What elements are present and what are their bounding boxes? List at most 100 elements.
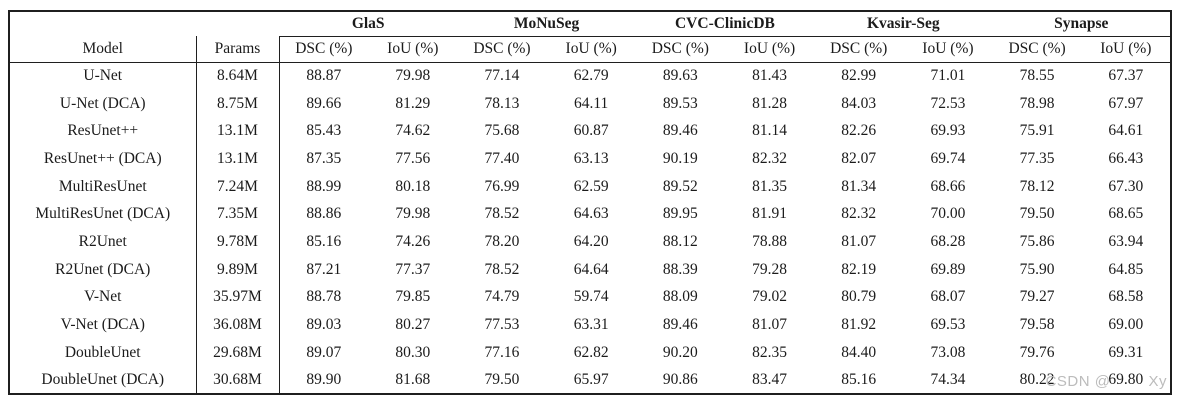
model-cell: R2Unet (DCA) (9, 255, 197, 284)
model-cell: MultiResUnet (9, 172, 197, 201)
metric-cell: 90.86 (662, 370, 698, 388)
col-header-dsc: DSC (%) (279, 36, 369, 63)
metric-cell: 82.99 (841, 67, 877, 85)
col-header-dsc: DSC (%) (992, 36, 1082, 63)
metric-cell: 69.74 (930, 149, 966, 167)
metric-cell: 79.02 (752, 288, 787, 306)
metric-cell: 77.14 (484, 67, 520, 85)
metric-cell: 81.34 (841, 177, 877, 195)
table-row: V-Net (DCA) 36.08M 89.03 80.27 77.53 63.31 89.… (9, 311, 1171, 339)
col-header-iou: IoU (%) (903, 36, 993, 63)
metric-cell: 81.29 (395, 94, 431, 112)
metric-cell: 80.79 (841, 288, 877, 306)
metric-cell: 81.28 (752, 94, 787, 112)
metric-cell: 85.16 (841, 370, 877, 388)
metric-cell: 78.20 (484, 232, 520, 250)
column-header-row: Model Params DSC (%) IoU (%) DSC (%) IoU (%) D… (9, 36, 1171, 63)
metric-cell: 89.03 (306, 316, 342, 334)
metric-cell: 89.07 (306, 343, 342, 361)
params-cell: 13.1M (196, 145, 280, 173)
metric-cell: 81.68 (395, 370, 431, 388)
params-cell: 36.08M (196, 311, 280, 339)
table-body: U-Net 8.64M 88.87 79.98 77.14 62.79 89.63 81.43… (9, 62, 1171, 395)
metric-cell: 81.07 (841, 232, 877, 250)
metric-cell: 77.56 (395, 149, 431, 167)
metric-cell: 88.86 (306, 205, 342, 223)
metric-cell: 88.12 (662, 232, 698, 250)
table-row: U-Net 8.64M 88.87 79.98 77.14 62.79 89.63 81.43… (9, 62, 1171, 90)
col-header-params: Params (196, 36, 280, 63)
model-cell: MultiResUnet (DCA) (9, 200, 197, 229)
model-cell: U-Net (9, 62, 197, 90)
metric-cell: 88.78 (306, 288, 342, 306)
metric-cell: 78.13 (484, 94, 520, 112)
metric-cell: 67.30 (1108, 177, 1144, 195)
metric-cell: 69.80 (1108, 370, 1144, 388)
table-row: R2Unet (DCA) 9.89M 87.21 77.37 78.52 64.64 88.… (9, 255, 1171, 284)
metric-cell: 70.00 (930, 205, 966, 223)
metric-cell: 88.39 (662, 260, 698, 278)
table-row: ResUnet++ (DCA) 13.1M 87.35 77.56 77.40 63.13… (9, 145, 1171, 173)
metric-cell: 78.55 (1019, 67, 1055, 85)
metric-cell: 78.52 (484, 260, 520, 278)
metric-cell: 68.58 (1108, 288, 1144, 306)
metric-cell: 74.34 (930, 370, 966, 388)
metric-cell: 64.11 (574, 94, 609, 112)
metric-cell: 68.07 (930, 288, 966, 306)
col-header-iou: IoU (%) (1081, 36, 1171, 63)
metric-cell: 87.35 (306, 149, 342, 167)
table-row: R2Unet 9.78M 85.16 74.26 78.20 64.20 88.12 78.8… (9, 228, 1171, 256)
metric-cell: 81.92 (841, 316, 877, 334)
model-cell: DoubleUnet (DCA) (9, 366, 197, 395)
params-cell: 8.64M (196, 62, 280, 90)
metric-cell: 80.22 (1019, 370, 1055, 388)
params-cell: 9.78M (196, 228, 280, 256)
table-row: U-Net (DCA) 8.75M 89.66 81.29 78.13 64.11 89.5… (9, 89, 1171, 118)
metric-cell: 75.90 (1019, 260, 1055, 278)
metric-cell: 68.66 (930, 177, 966, 195)
metric-cell: 74.79 (484, 288, 520, 306)
metric-cell: 81.14 (752, 122, 787, 140)
group-header: Kvasir-Seg (814, 11, 993, 37)
metric-cell: 89.63 (662, 67, 698, 85)
metric-cell: 64.85 (1108, 260, 1144, 278)
metric-cell: 89.52 (662, 177, 698, 195)
metric-cell: 79.27 (1019, 288, 1055, 306)
metric-cell: 69.00 (1108, 316, 1144, 334)
table-row: DoubleUnet (DCA) 30.68M 89.90 81.68 79.50 65.… (9, 366, 1171, 395)
metric-cell: 90.20 (662, 343, 698, 361)
group-header: MoNuSeg (457, 11, 636, 37)
metric-cell: 74.26 (395, 232, 431, 250)
params-cell: 7.35M (196, 200, 280, 229)
metric-cell: 63.31 (573, 316, 609, 334)
metric-cell: 75.91 (1019, 122, 1055, 140)
metric-cell: 89.90 (306, 370, 342, 388)
metric-cell: 78.88 (752, 232, 787, 250)
metric-cell: 62.82 (573, 343, 609, 361)
metric-cell: 82.32 (752, 149, 787, 167)
metric-cell: 80.27 (395, 316, 431, 334)
metric-cell: 69.93 (930, 122, 966, 140)
model-cell: R2Unet (9, 228, 197, 256)
model-cell: ResUnet++ (DCA) (9, 145, 197, 173)
metric-cell: 75.68 (484, 122, 520, 140)
metric-cell: 89.46 (662, 122, 698, 140)
metric-cell: 88.99 (306, 177, 342, 195)
metric-cell: 77.40 (484, 149, 520, 167)
metric-cell: 79.50 (484, 370, 520, 388)
metric-cell: 67.37 (1108, 67, 1144, 85)
metric-cell: 81.43 (752, 67, 787, 85)
col-header-dsc: DSC (%) (457, 36, 547, 63)
metric-cell: 68.28 (930, 232, 966, 250)
metric-cell: 62.59 (573, 177, 609, 195)
metric-cell: 64.61 (1108, 122, 1144, 140)
metric-cell: 79.28 (752, 260, 787, 278)
metric-cell: 87.21 (306, 260, 342, 278)
col-header-iou: IoU (%) (368, 36, 458, 63)
table-row: MultiResUnet (DCA) 7.35M 88.86 79.98 78.52 64… (9, 200, 1171, 229)
group-header: CVC-ClinicDB (635, 11, 815, 37)
metric-cell: 89.46 (662, 316, 698, 334)
group-header: GlaS (279, 11, 458, 37)
metric-cell: 80.30 (395, 343, 431, 361)
